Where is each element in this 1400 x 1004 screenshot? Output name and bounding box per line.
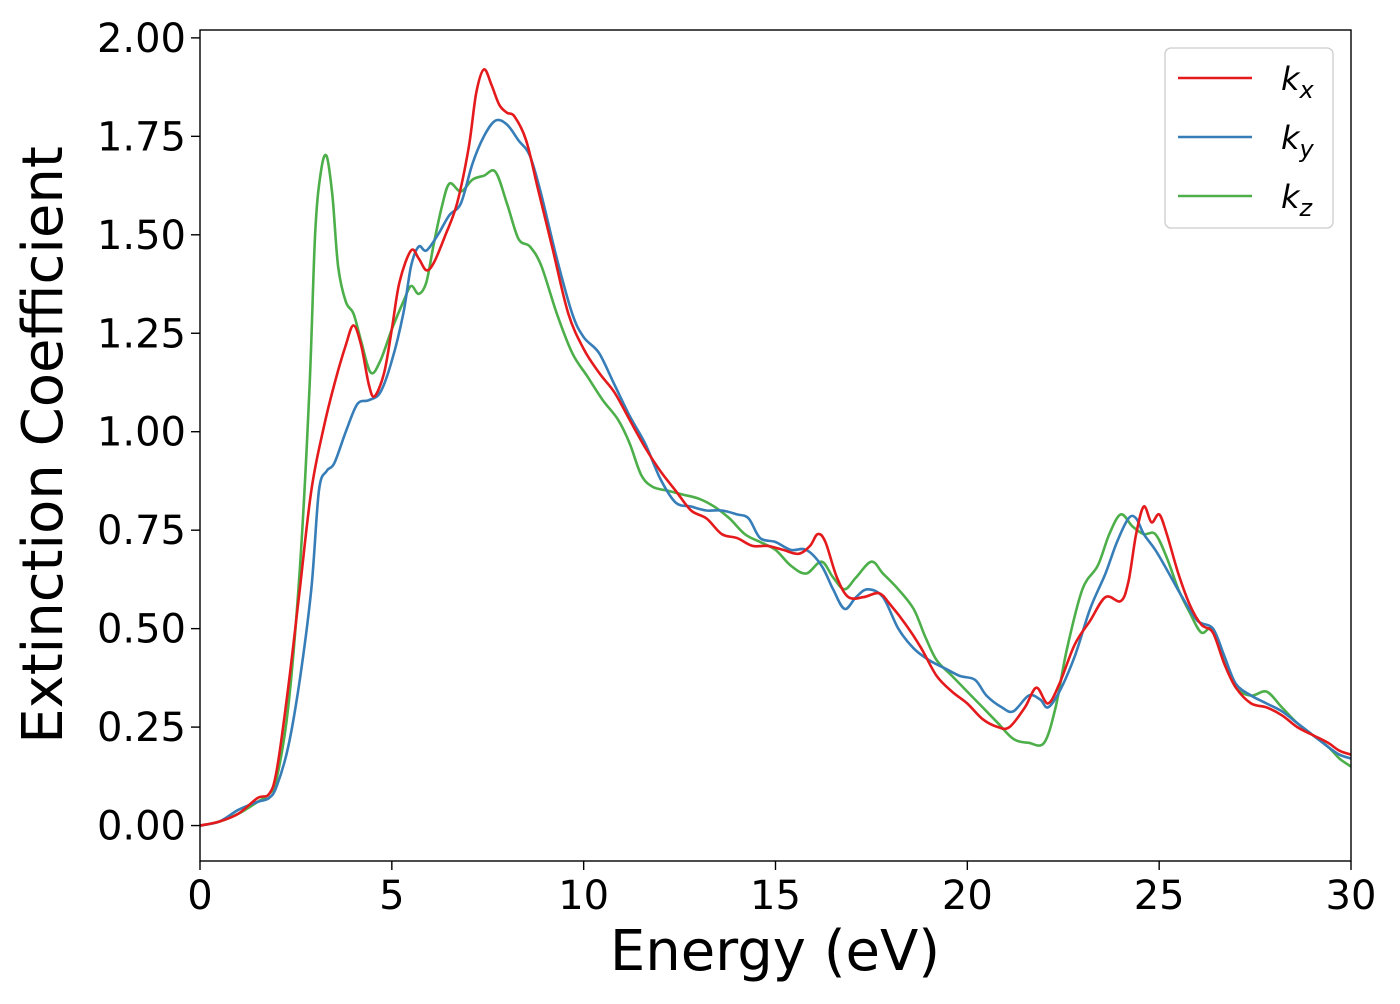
x-tick-label: 10 xyxy=(558,873,609,919)
x-tick-label: 0 xyxy=(187,873,212,919)
x-tick-label: 25 xyxy=(1134,873,1185,919)
y-tick-label: 0.50 xyxy=(97,607,186,653)
y-tick-label: 2.00 xyxy=(97,16,186,62)
y-axis-title: Extinction Coefficient xyxy=(11,146,76,744)
x-tick-label: 15 xyxy=(750,873,801,919)
y-tick-label: 1.50 xyxy=(97,213,186,259)
y-tick-label: 1.75 xyxy=(97,114,186,160)
series-line-z xyxy=(200,153,1351,827)
y-tick-label: 0.75 xyxy=(97,508,186,554)
series-line-x xyxy=(200,68,1351,827)
y-tick-label: 1.25 xyxy=(97,311,186,357)
y-tick-label: 1.00 xyxy=(97,410,186,456)
y-tick-label: 0.00 xyxy=(97,804,186,850)
y-tick-label: 0.25 xyxy=(97,705,186,751)
x-tick-label: 5 xyxy=(379,873,404,919)
x-tick-label: 30 xyxy=(1326,873,1377,919)
series-line-y xyxy=(200,118,1351,827)
x-tick-label: 20 xyxy=(942,873,993,919)
x-axis-title: Energy (eV) xyxy=(610,919,940,984)
